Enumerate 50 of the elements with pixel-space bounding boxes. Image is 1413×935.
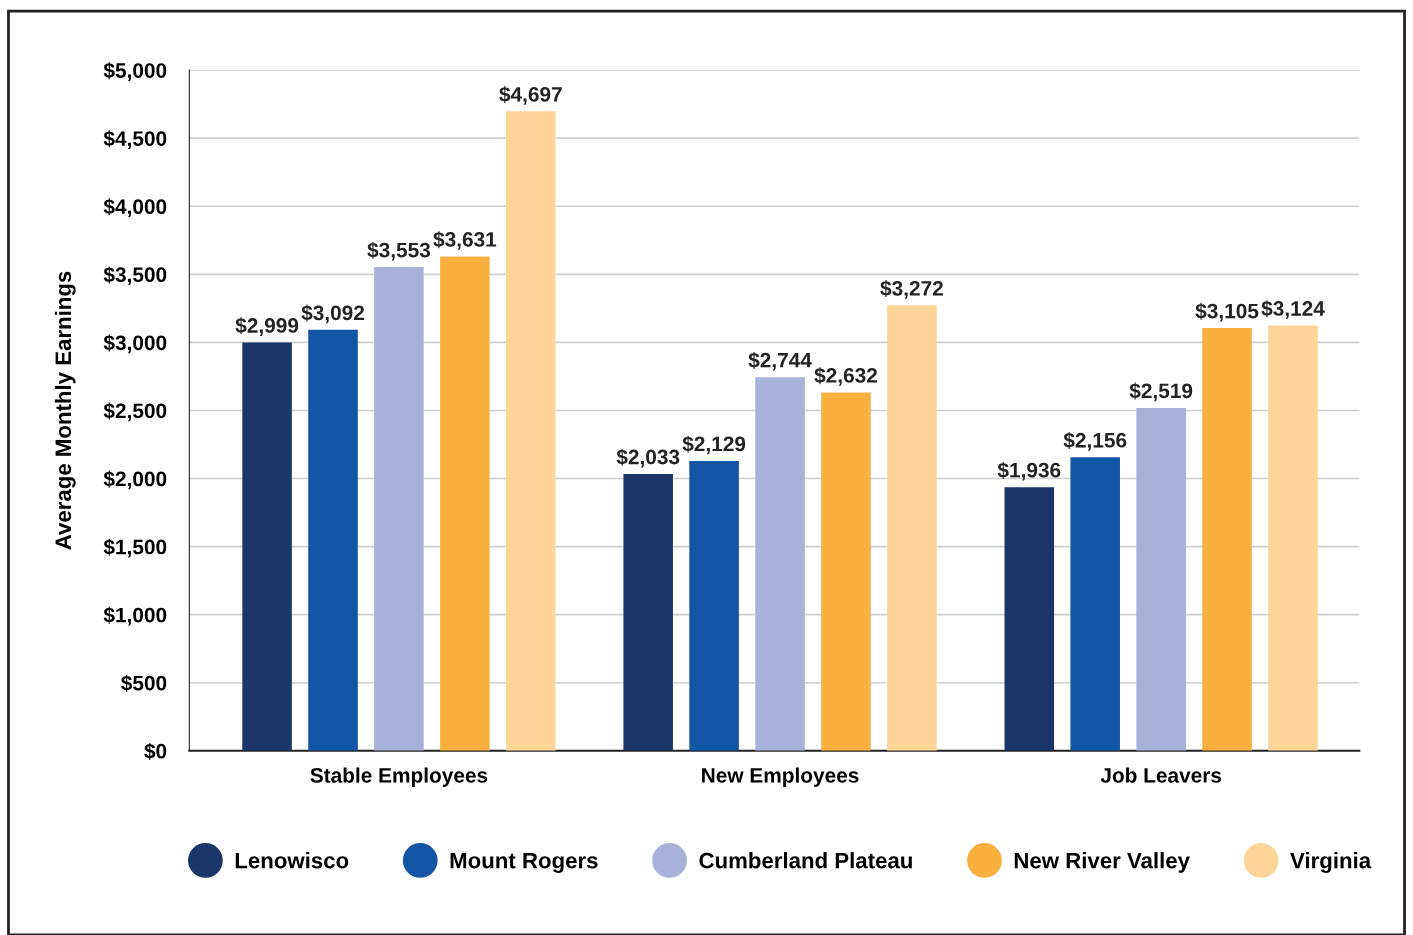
legend-label: New River Valley [1014,852,1190,873]
bar [506,111,556,751]
bar [755,377,805,751]
data-label: $3,105 [1195,302,1259,322]
bar [689,460,739,751]
y-tick-label: $2,000 [103,470,167,490]
bar [1004,487,1055,751]
y-tick-label: $1,500 [103,538,167,558]
x-tick-label: Stable Employees [310,767,488,787]
bar [1268,325,1318,751]
y-tick-label: $3,500 [103,266,167,286]
y-tick-label: $1,000 [103,606,167,626]
legend-label: Virginia [1290,852,1372,873]
bar [1202,328,1252,751]
data-label: $3,553 [367,241,431,261]
data-label: $4,697 [499,86,562,105]
y-tick-label: $3,000 [103,334,167,354]
bar [242,342,292,751]
bar [308,329,358,751]
data-label: $2,999 [235,317,299,336]
bar [1136,407,1186,751]
legend-label: Mount Rogers [450,852,598,873]
y-tick-label: $2,500 [103,402,167,422]
data-label: $3,272 [880,280,943,299]
x-tick-label: New Employees [702,767,859,787]
bar [887,305,937,751]
bar [440,256,490,751]
data-label: $2,156 [1063,431,1127,451]
data-label: $2,519 [1129,382,1193,402]
data-label: $2,632 [814,367,877,386]
bar [1070,457,1120,751]
bar [623,474,673,751]
data-label: $3,631 [433,231,497,250]
x-tick-label: Job Leavers [1100,767,1222,783]
y-tick-label: $0 [144,742,167,760]
data-label: $3,124 [1261,300,1325,319]
data-label: $2,744 [748,351,812,371]
y-tick-label: $4,500 [103,130,167,149]
bar [374,267,424,751]
data-label: $3,092 [301,304,365,324]
data-label: $2,129 [682,435,746,455]
y-tick-label: $5,000 [103,62,167,81]
legend-label: Cumberland Plateau [699,852,912,869]
legend-label: Lenowisco [235,852,349,869]
bar [821,392,871,751]
y-tick-label: $4,000 [103,198,167,218]
data-label: $2,033 [616,448,680,468]
data-label: $1,936 [997,461,1061,481]
y-tick-label: $500 [121,674,167,692]
y-axis-title: Average Monthly Earnings [54,271,76,550]
